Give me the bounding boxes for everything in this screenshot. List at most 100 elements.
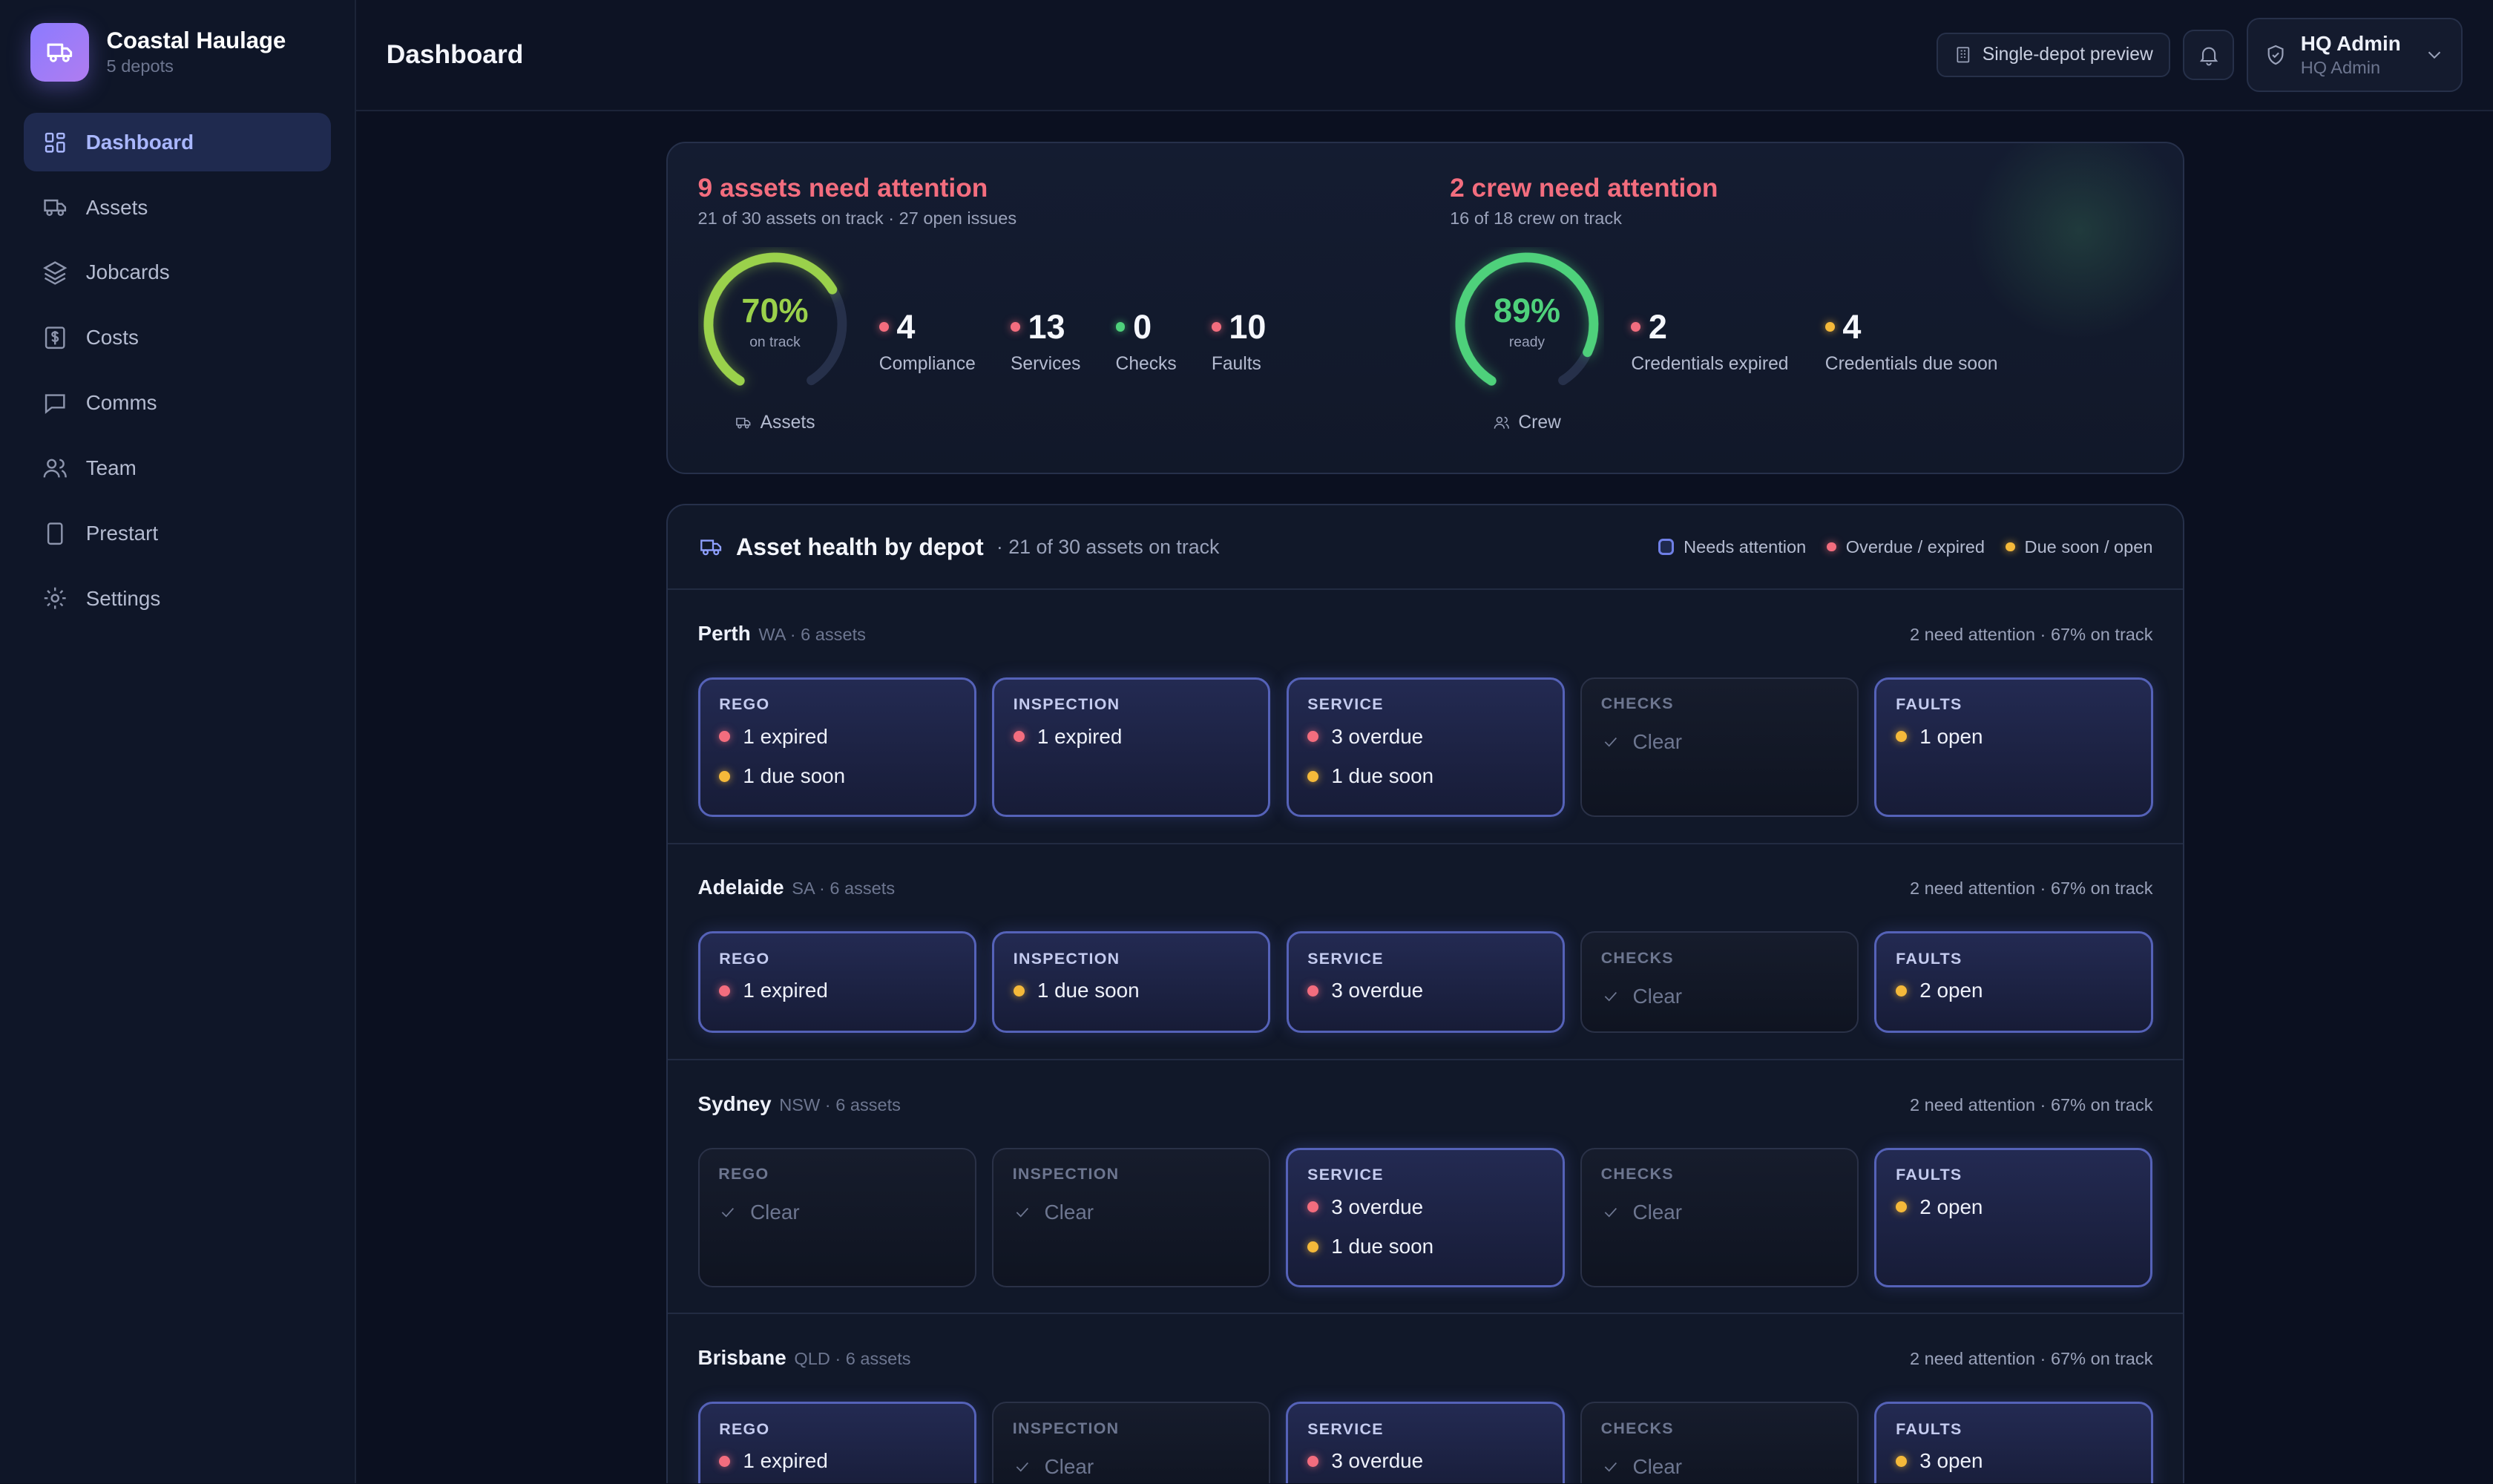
crew-stat-credentials-due-soon[interactable]: 4 Credentials due soon	[1824, 307, 1998, 375]
tile-clear-text: Clear	[1632, 985, 1683, 1008]
crew-summary: 2 crew need attention 16 of 18 crew on tr…	[1419, 143, 2183, 473]
tile-faults[interactable]: FAULTS 2 open	[1874, 931, 2153, 1034]
sidebar-item-prestart[interactable]: Prestart	[24, 504, 331, 562]
status-dot	[1824, 321, 1835, 332]
building-icon	[1957, 47, 1970, 63]
sidebar-item-label: Team	[85, 456, 137, 479]
gear-icon	[44, 588, 66, 610]
tile-checks[interactable]: CHECKS Clear	[1580, 1402, 1859, 1484]
tile-checks[interactable]: CHECKS Clear	[1580, 677, 1859, 818]
assets-gauge-percent: 70%	[741, 292, 809, 330]
depot-name[interactable]: Adelaide	[697, 876, 784, 899]
tile-status-text: 1 expired	[743, 979, 828, 1002]
attention-summary: 9 assets need attention 21 of 30 assets o…	[666, 141, 2185, 474]
tile-rego[interactable]: REGO 1 expired	[697, 931, 976, 1034]
status-dot	[1896, 985, 1908, 997]
assets-attention-subtitle: 21 of 30 assets on track · 27 open issue…	[697, 208, 1017, 228]
depot-name[interactable]: Perth	[697, 621, 751, 645]
topbar: Dashboard Single-depot preview HQ Admin …	[355, 0, 2493, 111]
status-dot	[1307, 731, 1319, 743]
stat-value: 4	[1842, 307, 1862, 346]
status-dot	[719, 770, 731, 782]
assets-stat-checks[interactable]: 0 Checks	[1115, 309, 1177, 375]
tile-status-line: 2 open	[1896, 972, 2132, 1010]
single-depot-preview-button[interactable]: Single-depot preview	[1936, 33, 2171, 77]
status-dot	[1211, 321, 1221, 332]
tile-checks[interactable]: CHECKS Clear	[1580, 1147, 1859, 1288]
users-icon	[1494, 416, 1510, 430]
check-icon	[1016, 1462, 1028, 1472]
status-dot	[1631, 321, 1641, 332]
tile-service[interactable]: SERVICE 3 overdue	[1286, 1402, 1565, 1484]
tile-status-line: 2 open	[1896, 1188, 2132, 1226]
tile-faults[interactable]: FAULTS 3 open	[1874, 1402, 2153, 1484]
status-dot	[1307, 1241, 1319, 1252]
status-dot	[878, 321, 889, 332]
tile-service[interactable]: SERVICE 3 overdue 1 due soon	[1286, 1147, 1565, 1288]
tile-rego[interactable]: REGO 1 expired 1 due soon	[697, 677, 976, 818]
tile-status-text: 1 due soon	[1331, 1235, 1434, 1258]
stat-label: Services	[1010, 353, 1081, 374]
stat-value: 4	[896, 307, 916, 346]
tile-status-line: 1 open	[1896, 718, 2132, 755]
chevron-down-icon	[2428, 51, 2440, 59]
brand[interactable]: Coastal Haulage 5 depots	[24, 22, 331, 82]
tile-status-line: 1 due soon	[1307, 758, 1543, 795]
assets-stat-compliance[interactable]: 4 Compliance	[878, 307, 976, 375]
crew-gauge[interactable]: 89% ready Crew	[1450, 247, 1604, 433]
tile-service[interactable]: SERVICE 3 overdue	[1286, 931, 1565, 1034]
check-icon	[1604, 738, 1617, 747]
tile-status-text: 1 expired	[743, 724, 828, 748]
tile-faults[interactable]: FAULTS 2 open	[1874, 1147, 2153, 1288]
sidebar-item-assets[interactable]: Assets	[24, 178, 331, 237]
tile-faults[interactable]: FAULTS 1 open	[1874, 677, 2153, 818]
assets-stat-services[interactable]: 13 Services	[1010, 309, 1081, 375]
status-dot	[719, 1455, 731, 1467]
stat-value: 10	[1229, 307, 1267, 346]
tile-status-text: 1 open	[1919, 724, 1983, 748]
tile-status-line: 3 overdue	[1307, 718, 1543, 755]
depot-name[interactable]: Sydney	[697, 1091, 772, 1115]
sidebar-item-label: Settings	[85, 586, 161, 610]
assets-attention-title: 9 assets need attention	[697, 174, 988, 203]
sidebar-item-dashboard[interactable]: Dashboard	[24, 113, 331, 172]
assets-stat-faults[interactable]: 10 Faults	[1211, 307, 1267, 375]
tile-inspection[interactable]: INSPECTION Clear	[992, 1402, 1271, 1484]
sidebar-item-jobcards[interactable]: Jobcards	[24, 243, 331, 302]
assets-gauge[interactable]: 70% on track Assets	[698, 247, 853, 433]
crew-stat-credentials-expired[interactable]: 2 Credentials expired	[1631, 307, 1789, 375]
tile-service[interactable]: SERVICE 3 overdue 1 due soon	[1286, 677, 1565, 818]
tile-status-text: 3 overdue	[1331, 1195, 1424, 1218]
truck-icon	[736, 418, 751, 429]
sidebar-item-label: Comms	[85, 391, 157, 415]
sidebar-item-label: Jobcards	[85, 260, 170, 284]
users-icon	[43, 459, 67, 478]
stat-value: 2	[1648, 307, 1667, 346]
depot-name[interactable]: Brisbane	[697, 1346, 786, 1370]
sidebar-item-comms[interactable]: Comms	[24, 373, 331, 432]
sidebar-item-costs[interactable]: Costs	[24, 309, 331, 367]
tile-checks[interactable]: CHECKS Clear	[1580, 931, 1859, 1034]
layers-icon	[42, 261, 68, 285]
assets-gauge-ring	[703, 252, 847, 396]
sidebar-item-settings[interactable]: Settings	[24, 569, 331, 628]
depot-meta: WA · 6 assets	[758, 624, 866, 644]
tile-inspection[interactable]: INSPECTION 1 expired	[992, 677, 1271, 818]
sidebar: Coastal Haulage 5 depots Dashboard Assets…	[0, 0, 356, 1484]
tile-label: REGO	[719, 949, 770, 968]
notifications-button[interactable]	[2183, 29, 2234, 81]
tile-inspection[interactable]: INSPECTION 1 due soon	[992, 931, 1271, 1034]
status-dot	[1013, 985, 1025, 997]
sidebar-nav: Dashboard Assets Jobcards Costs Comms Team Pre…	[24, 113, 331, 628]
tile-rego[interactable]: REGO Clear	[697, 1147, 976, 1288]
tile-status-line: 3 open	[1896, 1442, 2132, 1480]
sidebar-item-label: Costs	[85, 326, 139, 349]
sidebar-item-team[interactable]: Team	[24, 439, 331, 497]
status-dot	[1307, 985, 1319, 997]
account-menu[interactable]: HQ Admin HQ Admin	[2247, 17, 2463, 93]
tile-label: FAULTS	[1896, 1166, 1962, 1184]
depot-row-perth: Perth WA · 6 assets 2 need attention · 67%…	[667, 590, 2184, 844]
tile-rego[interactable]: REGO 1 expired	[697, 1402, 976, 1484]
account-name: HQ Admin	[2300, 31, 2401, 55]
tile-inspection[interactable]: INSPECTION Clear	[992, 1147, 1271, 1288]
